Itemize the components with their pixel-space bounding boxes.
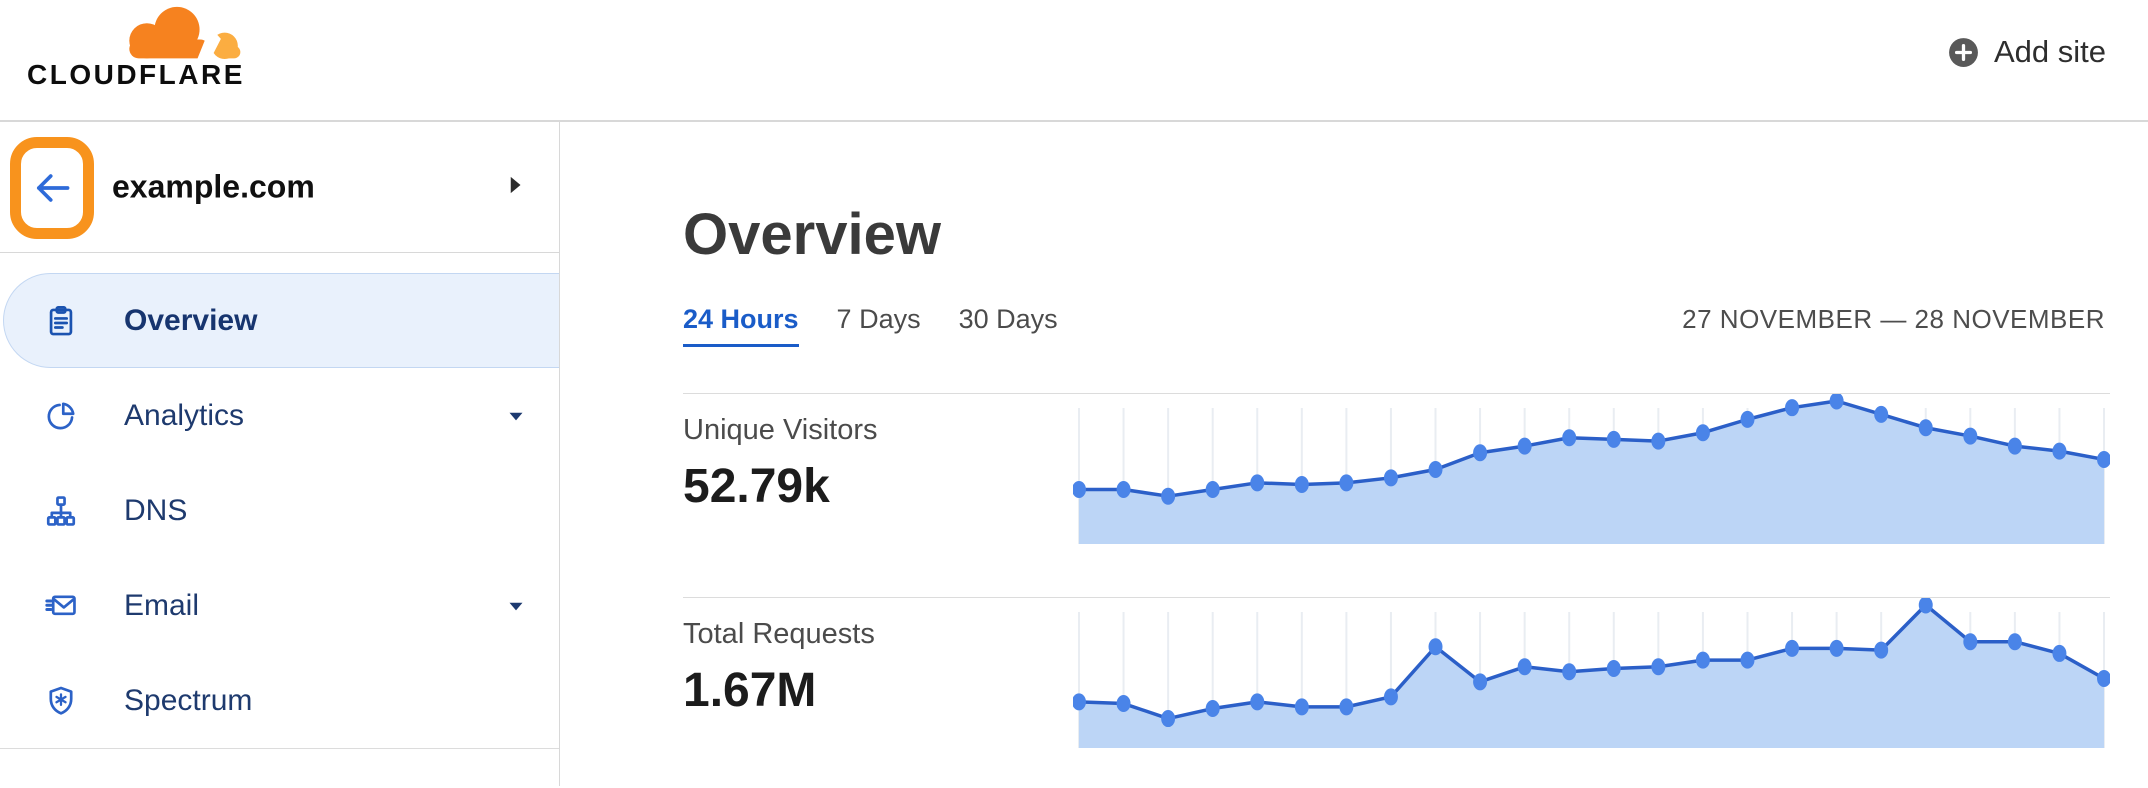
page-title: Overview [683,202,941,267]
caret-down-icon[interactable] [503,403,529,429]
clipboard-icon [44,304,78,338]
stat-meta: Unique Visitors 52.79k [683,394,1073,544]
total-requests-chart [1073,598,2110,748]
sidebar-item-label: Overview [124,303,258,337]
cloudflare-logo-text: CLOUDFLARE [27,59,245,90]
pie-chart-icon [44,399,78,433]
site-name: example.com [112,168,315,205]
plus-circle-icon [1947,36,1980,69]
date-range-label: 27 NOVEMBER — 28 NOVEMBER [1682,304,2105,334]
back-arrow-icon [36,174,70,202]
tab-30-days[interactable]: 30 Days [958,304,1058,334]
stat-row-unique-visitors: Unique Visitors 52.79k [683,393,2110,544]
sidebar-item-spectrum[interactable]: Spectrum [4,653,559,748]
email-icon [44,589,78,623]
stat-label: Total Requests [683,618,875,650]
sidebar-item-label: Email [124,588,200,622]
sidebar-item-dns[interactable]: DNS [4,463,559,558]
tab-7-days[interactable]: 7 Days [836,304,921,334]
add-site-button[interactable]: Add site [1947,34,2106,70]
stat-chart [1073,598,2110,748]
hierarchy-icon [44,494,78,528]
stat-meta: Total Requests 1.67M [683,598,1073,748]
time-range-tabs: 24 Hours 7 Days 30 Days [683,304,1058,347]
sidebar-item-overview[interactable]: Overview [3,273,559,368]
stat-row-total-requests: Total Requests 1.67M [683,597,2110,748]
top-header: CLOUDFLARE Add site [0,0,2148,122]
sidebar-divider [0,748,559,749]
stat-value: 52.79k [683,460,830,513]
cloudflare-logo[interactable]: CLOUDFLARE [27,4,251,91]
stats-list: Unique Visitors 52.79k Total Requests 1.67M [683,393,2148,748]
chevron-right-icon[interactable] [501,172,527,203]
sidebar-item-label: DNS [124,493,188,527]
back-button[interactable] [30,166,74,210]
add-site-label: Add site [1993,34,2106,69]
cloudflare-cloud-icon [129,6,241,60]
stat-chart [1073,394,2110,544]
back-button-highlight-annotation [10,137,94,239]
sidebar-item-label: Spectrum [124,683,253,717]
sidebar-item-analytics[interactable]: Analytics [4,368,559,463]
tab-24-hours[interactable]: 24 Hours [683,304,799,347]
sidebar-item-email[interactable]: Email [4,558,559,653]
main-content: Overview 24 Hours 7 Days 30 Days 27 NOVEMB… [560,122,2148,786]
shield-icon [44,684,78,718]
site-switcher[interactable]: example.com [0,122,559,253]
sidebar-item-label: Analytics [124,398,245,432]
caret-down-icon[interactable] [503,593,529,619]
sidebar: example.com Overview Analytics DNS Email… [0,122,560,786]
sidebar-nav: Overview Analytics DNS Email Spectrum [0,253,559,749]
unique-visitors-chart [1073,394,2110,544]
stat-value: 1.67M [683,664,817,717]
stat-label: Unique Visitors [683,414,878,446]
